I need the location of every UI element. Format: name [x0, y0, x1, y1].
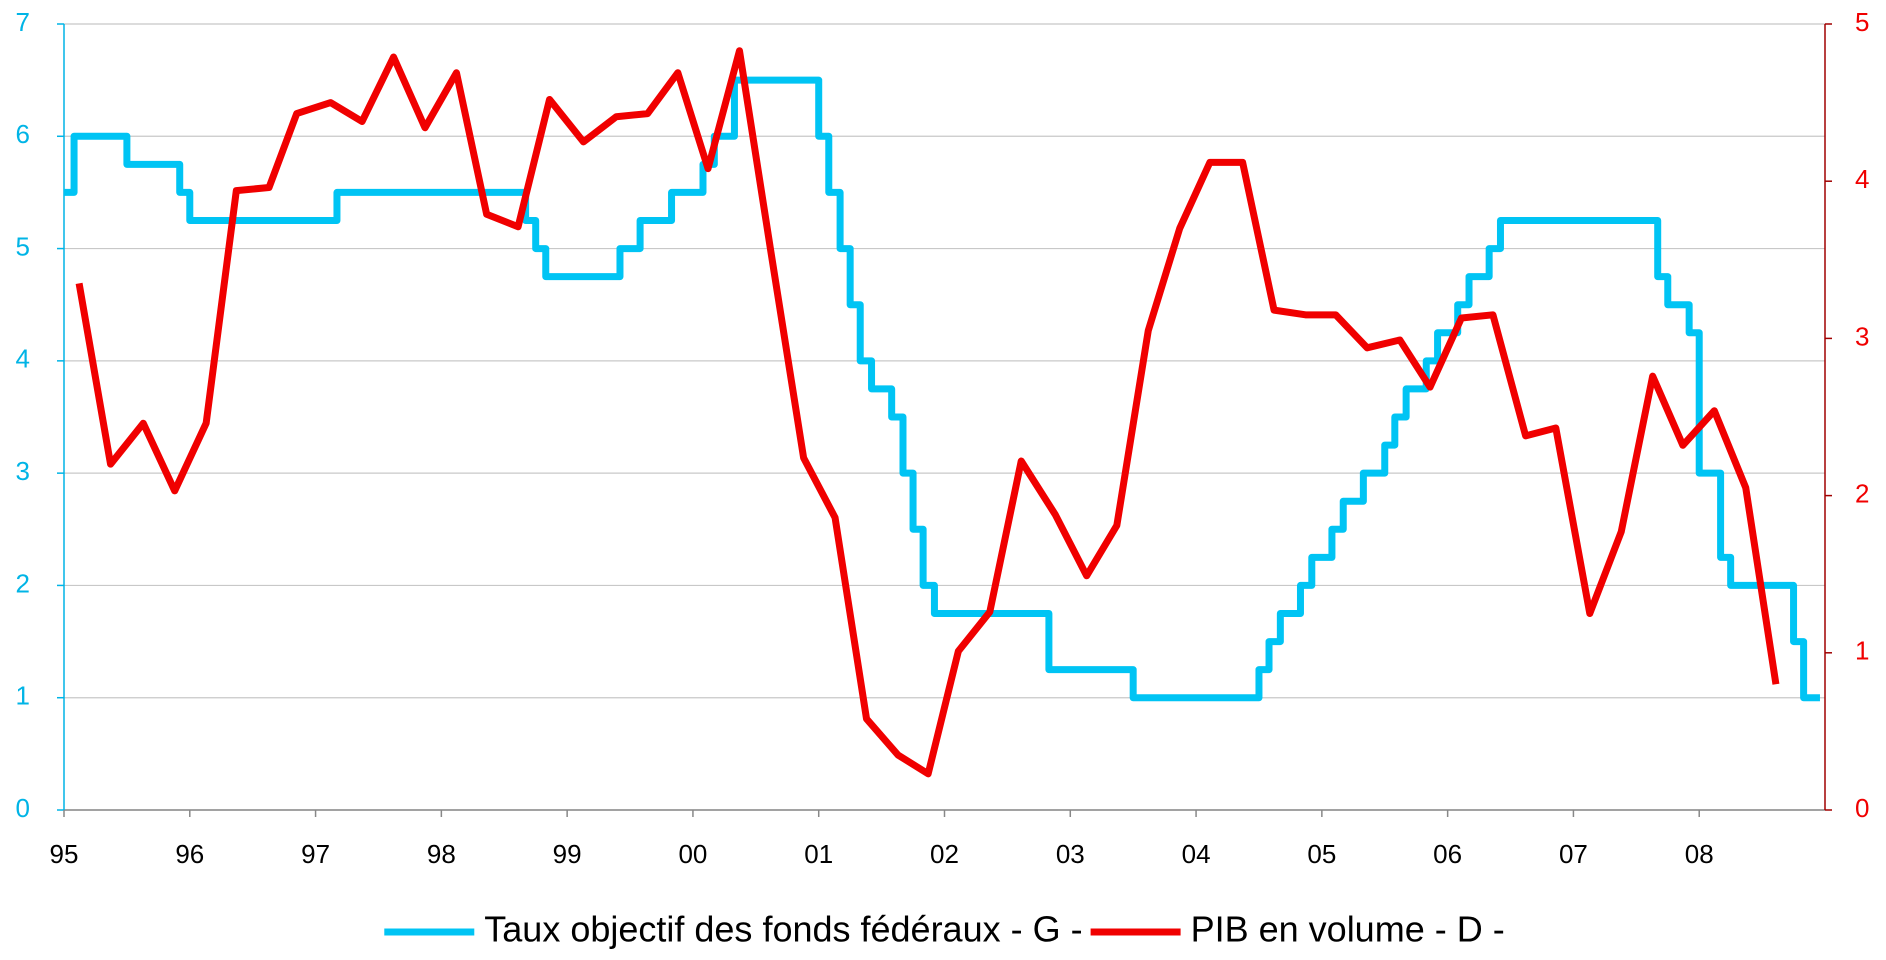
x-tick-label: 98	[427, 839, 456, 869]
x-tick-label: 05	[1307, 839, 1336, 869]
x-tick-label: 03	[1056, 839, 1085, 869]
y-tick-label: 6	[16, 119, 30, 149]
x-tick-label: 02	[930, 839, 959, 869]
x-tick-label: 96	[175, 839, 204, 869]
y-tick-label: 3	[16, 456, 30, 486]
x-tick-label: 07	[1559, 839, 1588, 869]
series-line	[64, 76, 1820, 702]
y-tick-label: 4	[16, 344, 30, 374]
y2-tick-label: 0	[1855, 793, 1869, 823]
x-tick-label: 06	[1433, 839, 1462, 869]
x-tick-label: 99	[553, 839, 582, 869]
y2-tick-label: 5	[1855, 7, 1869, 37]
x-tick-label: 04	[1182, 839, 1211, 869]
y-tick-label: 1	[16, 681, 30, 711]
x-tick-label: 95	[50, 839, 79, 869]
x-tick-label: 08	[1685, 839, 1714, 869]
y-tick-label: 7	[16, 7, 30, 37]
y-tick-label: 2	[16, 568, 30, 598]
series-line	[75, 47, 1780, 778]
y2-tick-label: 2	[1855, 478, 1869, 508]
y2-tick-label: 4	[1855, 164, 1869, 194]
y2-tick-label: 3	[1855, 321, 1869, 351]
x-tick-label: 01	[804, 839, 833, 869]
y-tick-label: 5	[16, 231, 30, 261]
y-tick-label: 0	[16, 793, 30, 823]
x-tick-label: 97	[301, 839, 330, 869]
legend-label: PIB en volume - D -	[1191, 909, 1505, 950]
legend-label: Taux objectif des fonds fédéraux - G -	[484, 909, 1082, 950]
x-tick-label: 00	[678, 839, 707, 869]
y2-tick-label: 1	[1855, 636, 1869, 666]
